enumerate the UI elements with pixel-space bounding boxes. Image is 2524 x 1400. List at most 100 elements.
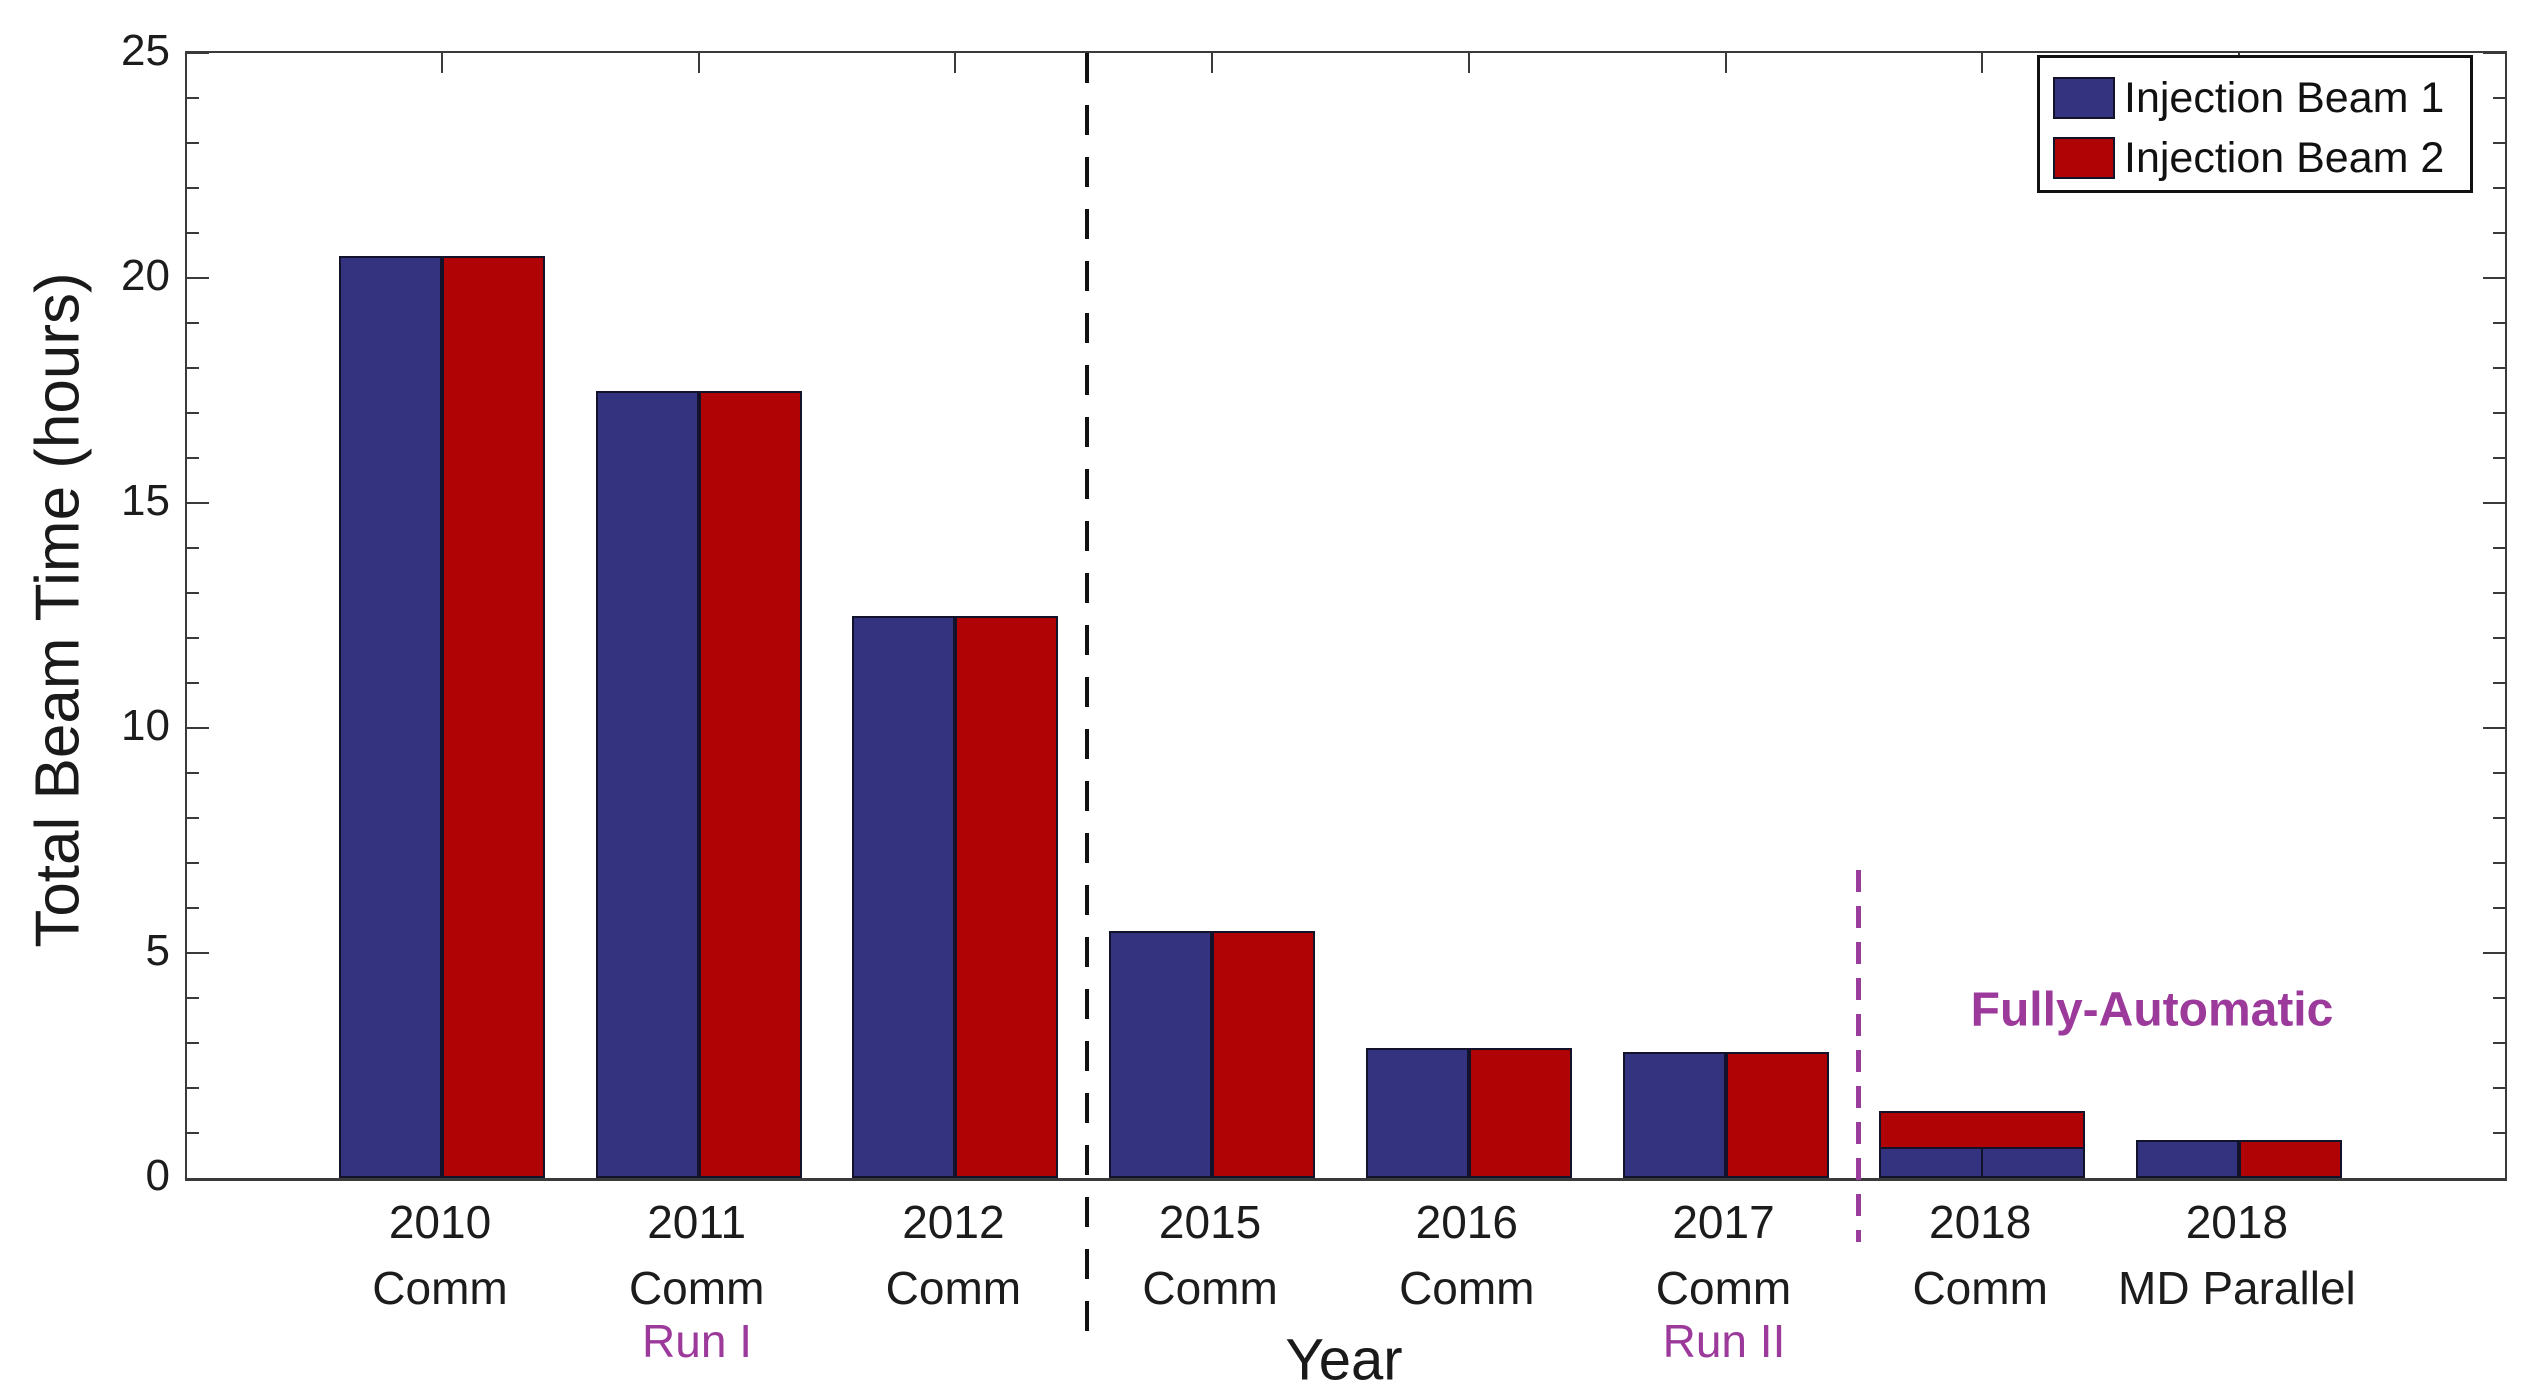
- y-minor-tick: [2493, 367, 2505, 369]
- x-axis-title: Year: [1285, 1327, 1403, 1393]
- plot-area: [185, 51, 2507, 1350]
- x-category-sub: Comm: [1142, 1262, 1278, 1314]
- y-major-tick: [2483, 727, 2505, 729]
- bar-injection-beam-1: [339, 255, 442, 1178]
- x-category-sub: Comm: [372, 1262, 508, 1314]
- y-major-tick: [2483, 277, 2505, 279]
- bar-edge-divider: [1981, 1148, 1984, 1178]
- y-minor-tick: [2493, 457, 2505, 459]
- x-category-year: 2016: [1415, 1196, 1518, 1248]
- legend-label: Injection Beam 1: [2124, 74, 2445, 122]
- legend-label: Injection Beam 2: [2124, 134, 2445, 182]
- y-minor-tick: [187, 682, 199, 684]
- bar-injection-beam-1: [2135, 1139, 2239, 1178]
- x-category-year: 2018: [1929, 1196, 2032, 1248]
- y-minor-tick: [2493, 1042, 2505, 1044]
- legend-row: Injection Beam 2: [2040, 134, 2470, 182]
- run-i-label: Run I: [642, 1315, 752, 1367]
- y-minor-tick: [2493, 187, 2505, 189]
- bar-injection-beam-2: [1468, 1047, 1572, 1178]
- injection-beam-2-swatch: [2053, 137, 2115, 179]
- y-tick-label: 25: [121, 26, 170, 75]
- x-category-sub: Comm: [1912, 1262, 2048, 1314]
- bar-injection-beam-1: [1109, 930, 1213, 1178]
- y-major-tick: [187, 502, 209, 504]
- x-category-sub: Comm: [1655, 1262, 1792, 1314]
- y-tick-label: 20: [121, 251, 170, 300]
- y-minor-tick: [2493, 682, 2505, 684]
- y-minor-tick: [187, 817, 199, 819]
- y-minor-tick: [2493, 772, 2505, 774]
- y-major-tick: [187, 277, 209, 279]
- y-minor-tick: [2493, 1087, 2505, 1089]
- y-minor-tick: [187, 457, 199, 459]
- y-minor-tick: [2493, 637, 2505, 639]
- y-minor-tick: [187, 997, 199, 999]
- x-category-year: 2015: [1158, 1196, 1262, 1248]
- y-minor-tick: [2493, 412, 2505, 414]
- y-minor-tick: [2493, 817, 2505, 819]
- y-minor-tick: [187, 187, 199, 189]
- y-major-tick: [187, 952, 209, 954]
- y-tick-label: 10: [121, 701, 170, 750]
- y-minor-tick: [2493, 97, 2505, 99]
- y-tick-label: 5: [145, 926, 170, 975]
- y-minor-tick: [187, 412, 199, 414]
- legend: Injection Beam 1 Injection Beam 2: [2037, 55, 2473, 193]
- y-minor-tick: [187, 772, 199, 774]
- x-top-tick: [1467, 53, 1470, 73]
- x-category-year: 2011: [647, 1196, 747, 1248]
- y-minor-tick: [187, 547, 199, 549]
- y-minor-tick: [187, 1087, 199, 1089]
- y-minor-tick: [2493, 592, 2505, 594]
- y-minor-tick: [187, 1042, 199, 1044]
- y-minor-tick: [2493, 997, 2505, 999]
- bar-injection-beam-2: [698, 390, 802, 1178]
- x-top-tick: [1981, 53, 1984, 73]
- y-minor-tick: [187, 637, 199, 639]
- y-minor-tick: [187, 232, 199, 234]
- bar-injection-beam-2: [2238, 1139, 2342, 1178]
- y-minor-tick: [187, 592, 199, 594]
- x-top-tick: [441, 53, 443, 73]
- injection-beam-1-swatch: [2053, 77, 2115, 119]
- y-tick-label: 15: [121, 476, 170, 525]
- y-minor-tick: [187, 322, 199, 324]
- y-minor-tick: [187, 907, 199, 909]
- y-minor-tick: [2493, 547, 2505, 549]
- x-top-tick: [1211, 53, 1214, 73]
- x-category-sub: Comm: [628, 1262, 765, 1314]
- y-major-tick: [2483, 502, 2505, 504]
- fully-automatic-label: Fully-Automatic: [1970, 983, 2334, 1037]
- bar-injection-beam-1: [1365, 1047, 1469, 1178]
- x-category-sub: MD Parallel: [2118, 1262, 2356, 1314]
- x-top-tick: [697, 53, 700, 73]
- x-category-year: 2010: [388, 1196, 492, 1248]
- bar-injection-beam-1: [852, 615, 956, 1178]
- bar-injection-beam-2: [955, 615, 1059, 1178]
- bar-injection-beam-2: [1212, 930, 1316, 1178]
- y-minor-tick: [187, 1132, 199, 1134]
- y-tick-label: 0: [145, 1151, 170, 1200]
- y-minor-tick: [2493, 907, 2505, 909]
- x-category-sub: Comm: [885, 1262, 1022, 1314]
- y-major-tick: [2483, 52, 2505, 54]
- y-axis-title: Total Beam Time (hours): [23, 272, 93, 948]
- x-category-sub: Comm: [1399, 1262, 1535, 1314]
- y-minor-tick: [187, 367, 199, 369]
- y-minor-tick: [2493, 232, 2505, 234]
- y-minor-tick: [187, 97, 199, 99]
- y-minor-tick: [187, 862, 199, 864]
- y-minor-tick: [187, 142, 199, 144]
- x-category-year: 2018: [2185, 1196, 2289, 1248]
- y-minor-tick: [2493, 142, 2505, 144]
- y-minor-tick: [2493, 1132, 2505, 1134]
- bar-injection-beam-2: [1725, 1052, 1829, 1178]
- x-category-year: 2012: [902, 1196, 1005, 1248]
- bar-injection-beam-1: [1622, 1052, 1726, 1178]
- run-boundary-dashed-line: [1085, 53, 1089, 1350]
- run-ii-label: Run II: [1662, 1315, 1786, 1367]
- bar-injection-beam-2: [442, 255, 545, 1178]
- y-major-tick: [2483, 952, 2505, 954]
